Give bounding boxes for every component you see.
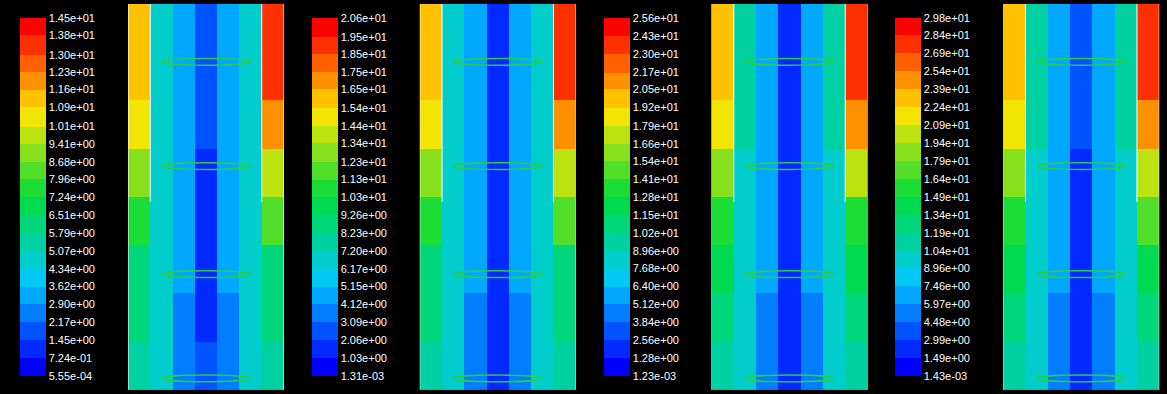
- svg-text:4.34e+00: 4.34e+00: [49, 263, 95, 275]
- svg-text:9.26e+00: 9.26e+00: [341, 209, 387, 221]
- svg-text:1.94e+01: 1.94e+01: [924, 137, 970, 149]
- svg-text:1.34e+01: 1.34e+01: [924, 209, 970, 221]
- svg-text:7.24e+00: 7.24e+00: [49, 191, 95, 203]
- svg-text:1.54e+01: 1.54e+01: [633, 155, 679, 167]
- svg-text:1.16e+01: 1.16e+01: [49, 83, 95, 95]
- svg-text:9.41e+00: 9.41e+00: [49, 138, 95, 150]
- svg-text:1.13e+01: 1.13e+01: [341, 173, 387, 185]
- svg-text:1.01e+01: 1.01e+01: [49, 120, 95, 132]
- svg-text:5.07e+00: 5.07e+00: [49, 245, 95, 257]
- svg-text:1.49e+01: 1.49e+01: [924, 191, 970, 203]
- svg-text:2.24e+01: 2.24e+01: [924, 101, 970, 113]
- svg-text:8.96e+00: 8.96e+00: [924, 262, 970, 274]
- svg-text:7.20e+00: 7.20e+00: [341, 245, 387, 257]
- svg-text:8.23e+00: 8.23e+00: [341, 227, 387, 239]
- svg-text:1.44e+01: 1.44e+01: [341, 120, 387, 132]
- svg-text:1.23e-03: 1.23e-03: [633, 370, 676, 382]
- svg-text:1.03e+00: 1.03e+00: [341, 352, 387, 364]
- svg-text:1.85e+01: 1.85e+01: [341, 48, 387, 60]
- svg-text:2.54e+01: 2.54e+01: [924, 65, 970, 77]
- svg-text:3.09e+00: 3.09e+00: [341, 316, 387, 328]
- svg-text:1.23e+01: 1.23e+01: [49, 66, 95, 78]
- svg-text:1.65e+01: 1.65e+01: [341, 83, 387, 95]
- svg-text:2.56e+01: 2.56e+01: [633, 12, 679, 24]
- svg-text:7.68e+00: 7.68e+00: [633, 262, 679, 274]
- svg-text:1.75e+01: 1.75e+01: [341, 66, 387, 78]
- svg-text:1.02e+01: 1.02e+01: [633, 227, 679, 239]
- svg-text:1.09e+01: 1.09e+01: [49, 101, 95, 113]
- svg-text:5.15e+00: 5.15e+00: [341, 280, 387, 292]
- svg-text:8.96e+00: 8.96e+00: [633, 245, 679, 257]
- svg-text:6.51e+00: 6.51e+00: [49, 209, 95, 221]
- svg-text:1.23e+01: 1.23e+01: [341, 156, 387, 168]
- svg-text:2.30e+01: 2.30e+01: [633, 48, 679, 60]
- svg-text:1.04e+01: 1.04e+01: [924, 245, 970, 257]
- svg-text:1.64e+01: 1.64e+01: [924, 173, 970, 185]
- svg-text:5.79e+00: 5.79e+00: [49, 227, 95, 239]
- svg-text:1.92e+01: 1.92e+01: [633, 101, 679, 113]
- svg-text:4.48e+00: 4.48e+00: [924, 316, 970, 328]
- svg-text:1.45e+00: 1.45e+00: [49, 334, 95, 346]
- svg-text:1.31e-03: 1.31e-03: [341, 370, 384, 382]
- svg-text:7.24e-01: 7.24e-01: [49, 352, 92, 364]
- svg-text:1.41e+01: 1.41e+01: [633, 173, 679, 185]
- svg-text:2.56e+00: 2.56e+00: [633, 334, 679, 346]
- svg-text:2.69e+01: 2.69e+01: [924, 47, 970, 59]
- svg-text:1.66e+01: 1.66e+01: [633, 138, 679, 150]
- svg-text:1.45e+01: 1.45e+01: [49, 12, 95, 24]
- svg-text:1.49e+00: 1.49e+00: [924, 352, 970, 364]
- svg-text:2.06e+01: 2.06e+01: [341, 12, 387, 24]
- svg-text:7.46e+00: 7.46e+00: [924, 280, 970, 292]
- svg-text:1.79e+01: 1.79e+01: [633, 120, 679, 132]
- svg-text:2.90e+00: 2.90e+00: [49, 298, 95, 310]
- svg-text:1.38e+01: 1.38e+01: [49, 29, 95, 41]
- svg-text:1.28e+01: 1.28e+01: [633, 191, 679, 203]
- svg-text:5.12e+00: 5.12e+00: [633, 298, 679, 310]
- svg-text:8.68e+00: 8.68e+00: [49, 156, 95, 168]
- svg-text:1.79e+01: 1.79e+01: [924, 155, 970, 167]
- svg-text:1.15e+01: 1.15e+01: [633, 209, 679, 221]
- svg-text:5.97e+00: 5.97e+00: [924, 298, 970, 310]
- svg-text:2.09e+01: 2.09e+01: [924, 119, 970, 131]
- svg-text:2.43e+01: 2.43e+01: [633, 30, 679, 42]
- svg-text:1.95e+01: 1.95e+01: [341, 31, 387, 43]
- svg-text:2.98e+01: 2.98e+01: [924, 12, 970, 24]
- svg-text:7.96e+00: 7.96e+00: [49, 173, 95, 185]
- svg-text:2.06e+00: 2.06e+00: [341, 334, 387, 346]
- svg-text:2.99e+00: 2.99e+00: [924, 334, 970, 346]
- svg-text:2.05e+01: 2.05e+01: [633, 83, 679, 95]
- svg-text:3.62e+00: 3.62e+00: [49, 280, 95, 292]
- svg-text:2.17e+01: 2.17e+01: [633, 66, 679, 78]
- svg-text:2.17e+00: 2.17e+00: [49, 316, 95, 328]
- svg-text:2.84e+01: 2.84e+01: [924, 29, 970, 41]
- svg-text:1.43e-03: 1.43e-03: [924, 370, 967, 382]
- svg-text:4.12e+00: 4.12e+00: [341, 298, 387, 310]
- svg-text:3.84e+00: 3.84e+00: [633, 316, 679, 328]
- svg-text:1.19e+01: 1.19e+01: [924, 227, 970, 239]
- svg-text:5.55e-04: 5.55e-04: [49, 370, 92, 382]
- svg-text:6.17e+00: 6.17e+00: [341, 263, 387, 275]
- svg-text:2.39e+01: 2.39e+01: [924, 83, 970, 95]
- svg-text:1.34e+01: 1.34e+01: [341, 137, 387, 149]
- svg-text:1.28e+00: 1.28e+00: [633, 352, 679, 364]
- svg-text:1.30e+01: 1.30e+01: [49, 49, 95, 61]
- svg-text:1.03e+01: 1.03e+01: [341, 191, 387, 203]
- svg-text:1.54e+01: 1.54e+01: [341, 102, 387, 114]
- svg-text:6.40e+00: 6.40e+00: [633, 280, 679, 292]
